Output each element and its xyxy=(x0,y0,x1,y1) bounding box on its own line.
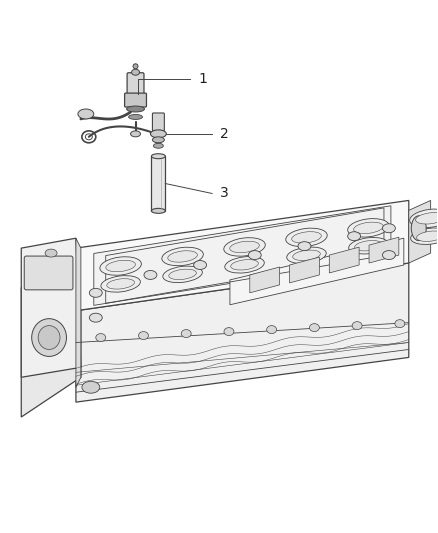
Ellipse shape xyxy=(225,256,264,273)
Ellipse shape xyxy=(382,224,396,233)
Ellipse shape xyxy=(38,326,60,350)
Ellipse shape xyxy=(248,251,261,260)
Polygon shape xyxy=(329,247,359,273)
Ellipse shape xyxy=(355,240,382,251)
Ellipse shape xyxy=(181,329,191,337)
Polygon shape xyxy=(94,206,391,305)
Ellipse shape xyxy=(78,109,94,119)
Polygon shape xyxy=(76,263,409,402)
Text: 2: 2 xyxy=(220,127,229,141)
Ellipse shape xyxy=(150,130,166,138)
Ellipse shape xyxy=(293,250,320,261)
Ellipse shape xyxy=(348,219,389,237)
Polygon shape xyxy=(409,200,431,263)
Ellipse shape xyxy=(152,154,165,159)
Ellipse shape xyxy=(152,208,165,213)
Ellipse shape xyxy=(101,276,140,292)
Ellipse shape xyxy=(100,257,141,275)
Ellipse shape xyxy=(417,231,438,241)
FancyBboxPatch shape xyxy=(124,93,146,107)
Ellipse shape xyxy=(292,232,321,243)
Ellipse shape xyxy=(163,266,202,282)
Ellipse shape xyxy=(162,247,203,265)
Ellipse shape xyxy=(89,313,102,322)
Ellipse shape xyxy=(82,381,100,393)
Polygon shape xyxy=(290,257,319,283)
Ellipse shape xyxy=(298,241,311,251)
Ellipse shape xyxy=(144,270,157,279)
Polygon shape xyxy=(369,237,399,263)
Ellipse shape xyxy=(411,216,426,241)
Ellipse shape xyxy=(168,251,198,262)
Ellipse shape xyxy=(411,228,438,245)
Ellipse shape xyxy=(194,261,207,270)
Ellipse shape xyxy=(395,320,405,328)
Ellipse shape xyxy=(287,247,326,263)
Ellipse shape xyxy=(131,131,141,137)
Ellipse shape xyxy=(107,279,134,289)
Ellipse shape xyxy=(96,334,106,342)
Text: 1: 1 xyxy=(198,72,207,86)
Ellipse shape xyxy=(45,249,57,257)
Text: 3: 3 xyxy=(220,187,229,200)
Ellipse shape xyxy=(129,115,142,119)
Ellipse shape xyxy=(32,319,67,357)
Polygon shape xyxy=(21,238,81,377)
Ellipse shape xyxy=(349,238,388,254)
Ellipse shape xyxy=(309,324,319,332)
Ellipse shape xyxy=(138,332,148,340)
Ellipse shape xyxy=(230,241,259,253)
Polygon shape xyxy=(230,238,404,305)
Polygon shape xyxy=(76,238,81,387)
Ellipse shape xyxy=(286,228,327,247)
Ellipse shape xyxy=(352,321,362,329)
Ellipse shape xyxy=(153,143,163,148)
Polygon shape xyxy=(76,200,409,311)
Ellipse shape xyxy=(169,269,196,280)
FancyBboxPatch shape xyxy=(24,256,73,290)
Ellipse shape xyxy=(410,209,438,228)
Ellipse shape xyxy=(131,69,140,75)
Ellipse shape xyxy=(127,106,145,112)
Ellipse shape xyxy=(353,222,383,233)
Polygon shape xyxy=(21,248,81,417)
FancyBboxPatch shape xyxy=(152,113,164,131)
Polygon shape xyxy=(152,156,165,211)
Ellipse shape xyxy=(231,260,258,270)
Ellipse shape xyxy=(89,288,102,297)
FancyBboxPatch shape xyxy=(127,72,144,98)
Ellipse shape xyxy=(224,328,234,336)
Ellipse shape xyxy=(348,232,360,241)
Ellipse shape xyxy=(224,238,265,256)
Ellipse shape xyxy=(133,64,138,69)
Ellipse shape xyxy=(416,213,438,224)
Ellipse shape xyxy=(267,326,277,334)
Ellipse shape xyxy=(382,251,396,260)
Polygon shape xyxy=(250,267,279,293)
Ellipse shape xyxy=(106,260,135,272)
Ellipse shape xyxy=(152,137,164,143)
